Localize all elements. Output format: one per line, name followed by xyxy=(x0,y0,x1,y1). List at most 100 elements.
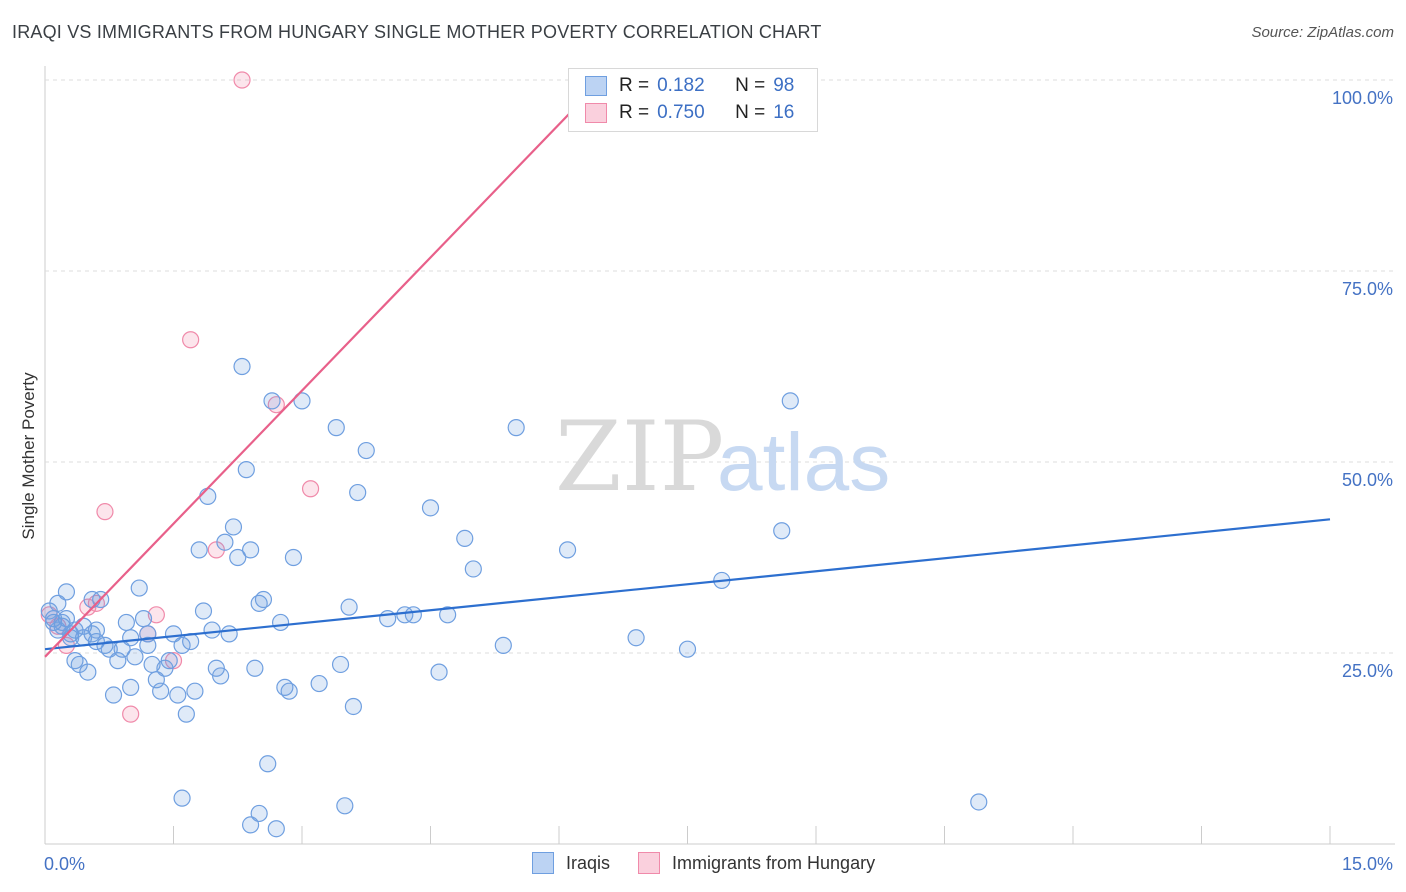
iraqi-point xyxy=(57,583,76,601)
iraqi-point xyxy=(259,755,277,773)
iraqi-point xyxy=(310,674,328,693)
iraqi-point xyxy=(336,797,354,815)
legend-item-iraqis[interactable]: Iraqis xyxy=(532,852,610,874)
legend-item-hungary[interactable]: Immigrants from Hungary xyxy=(638,852,875,874)
iraqi-point xyxy=(331,655,350,674)
legend-row-iraqis: R = 0.182 N = 98 xyxy=(585,73,794,99)
iraqi-point xyxy=(186,682,204,700)
series-legend: Iraqis Immigrants from Hungary xyxy=(532,852,903,874)
hungary-point xyxy=(233,71,251,89)
iraqi-point xyxy=(49,621,67,639)
iraqi-point xyxy=(130,579,148,597)
iraqi-point xyxy=(781,392,799,410)
iraqi-point xyxy=(169,686,187,704)
legend-n-value: 98 xyxy=(773,75,795,96)
iraqi-point xyxy=(494,636,512,654)
iraqi-point xyxy=(164,625,183,643)
iraqi-point xyxy=(558,541,577,559)
iraqi-point xyxy=(152,682,170,700)
iraqi-point xyxy=(62,625,80,643)
hungary-point xyxy=(147,606,165,624)
iraqi-point xyxy=(421,499,440,517)
y-tick-label: 25.0% xyxy=(1342,661,1393,681)
trend-lines xyxy=(44,79,1331,658)
iraqi-point xyxy=(117,613,135,632)
iraqi-point xyxy=(126,648,144,666)
iraqi-point xyxy=(66,652,84,670)
y-tick-label: 100.0% xyxy=(1332,88,1393,108)
legend-r-value: 0.182 xyxy=(657,75,705,96)
y-tick-labels: 25.0% 50.0% 75.0% 100.0% xyxy=(1332,88,1393,681)
iraqi-point xyxy=(344,697,362,716)
iraqi-point xyxy=(122,678,140,696)
x-tick-label-min: 0.0% xyxy=(44,854,85,874)
iraqi-point xyxy=(271,613,290,632)
iraqi-point xyxy=(773,522,791,540)
hungary-point xyxy=(182,331,200,349)
iraqi-point xyxy=(224,518,243,536)
iraqi-point xyxy=(104,686,123,704)
y-tick-label: 50.0% xyxy=(1342,470,1393,490)
iraqi-point xyxy=(173,636,191,654)
legend-r-value: 0.750 xyxy=(657,102,705,123)
legend-swatch-pink xyxy=(585,103,607,123)
iraqi-point xyxy=(254,590,273,609)
iraqi-point xyxy=(134,610,153,628)
legend-label-hungary: Immigrants from Hungary xyxy=(672,852,876,873)
hungary-point xyxy=(96,503,114,521)
watermark-zip: ZIP xyxy=(555,401,724,513)
iraqi-point xyxy=(349,483,367,502)
hungary-point xyxy=(301,480,320,498)
iraqi-point xyxy=(203,621,221,639)
iraqi-point xyxy=(199,487,217,505)
iraqi-point xyxy=(242,541,260,559)
iraqi-point xyxy=(263,392,281,410)
legend-swatch-iraqis xyxy=(532,852,554,874)
iraqi-point xyxy=(173,789,191,807)
iraqi-point xyxy=(464,560,482,578)
iraqi-point xyxy=(160,652,178,670)
correlation-legend: R = 0.182 N = 98 R = 0.750 N = 16 xyxy=(568,68,818,132)
legend-swatch-blue xyxy=(585,76,607,96)
iraqi-point xyxy=(357,441,375,460)
iraqi-point xyxy=(507,419,525,437)
legend-n-value: 16 xyxy=(773,102,795,123)
iraqi-point xyxy=(627,629,645,647)
iraqi-point xyxy=(439,606,457,624)
iraqi-trend-line xyxy=(44,518,1331,651)
iraqi-point xyxy=(100,640,118,658)
iraqi-point xyxy=(229,548,247,567)
iraqi-point xyxy=(293,392,311,410)
iraqi-point xyxy=(456,529,474,548)
iraqi-point xyxy=(242,816,260,834)
iraqi-point xyxy=(404,606,422,624)
iraqi-point xyxy=(970,793,988,811)
iraqi-point xyxy=(430,663,448,681)
chart-title: IRAQI VS IMMIGRANTS FROM HUNGARY SINGLE … xyxy=(12,22,822,42)
iraqi-point xyxy=(194,602,213,620)
hungary-point xyxy=(122,705,140,723)
iraqi-point xyxy=(250,804,268,823)
iraqi-point xyxy=(216,533,234,551)
iraqi-point xyxy=(246,659,264,677)
x-tick-label-max: 15.0% xyxy=(1342,854,1393,874)
legend-r-label: R = xyxy=(619,75,650,96)
watermark-atlas: atlas xyxy=(717,417,890,508)
iraqi-point xyxy=(87,621,106,639)
legend-n-label: N = xyxy=(735,102,766,123)
y-tick-label: 75.0% xyxy=(1342,279,1393,299)
iraqi-point xyxy=(212,667,230,685)
iraqi-point xyxy=(267,820,285,838)
source-label: Source: ZipAtlas.com xyxy=(1251,24,1394,41)
legend-row-hungary: R = 0.750 N = 16 xyxy=(585,100,794,126)
iraqi-point xyxy=(233,357,251,376)
legend-n-label: N = xyxy=(735,75,766,96)
iraqi-point xyxy=(177,705,195,723)
iraqi-point xyxy=(190,541,208,559)
iraqi-point xyxy=(327,419,345,437)
y-axis-title: Single Mother Poverty xyxy=(19,372,38,540)
iraqi-point xyxy=(340,598,358,616)
iraqi-points xyxy=(40,357,988,838)
iraqi-point xyxy=(220,625,238,643)
